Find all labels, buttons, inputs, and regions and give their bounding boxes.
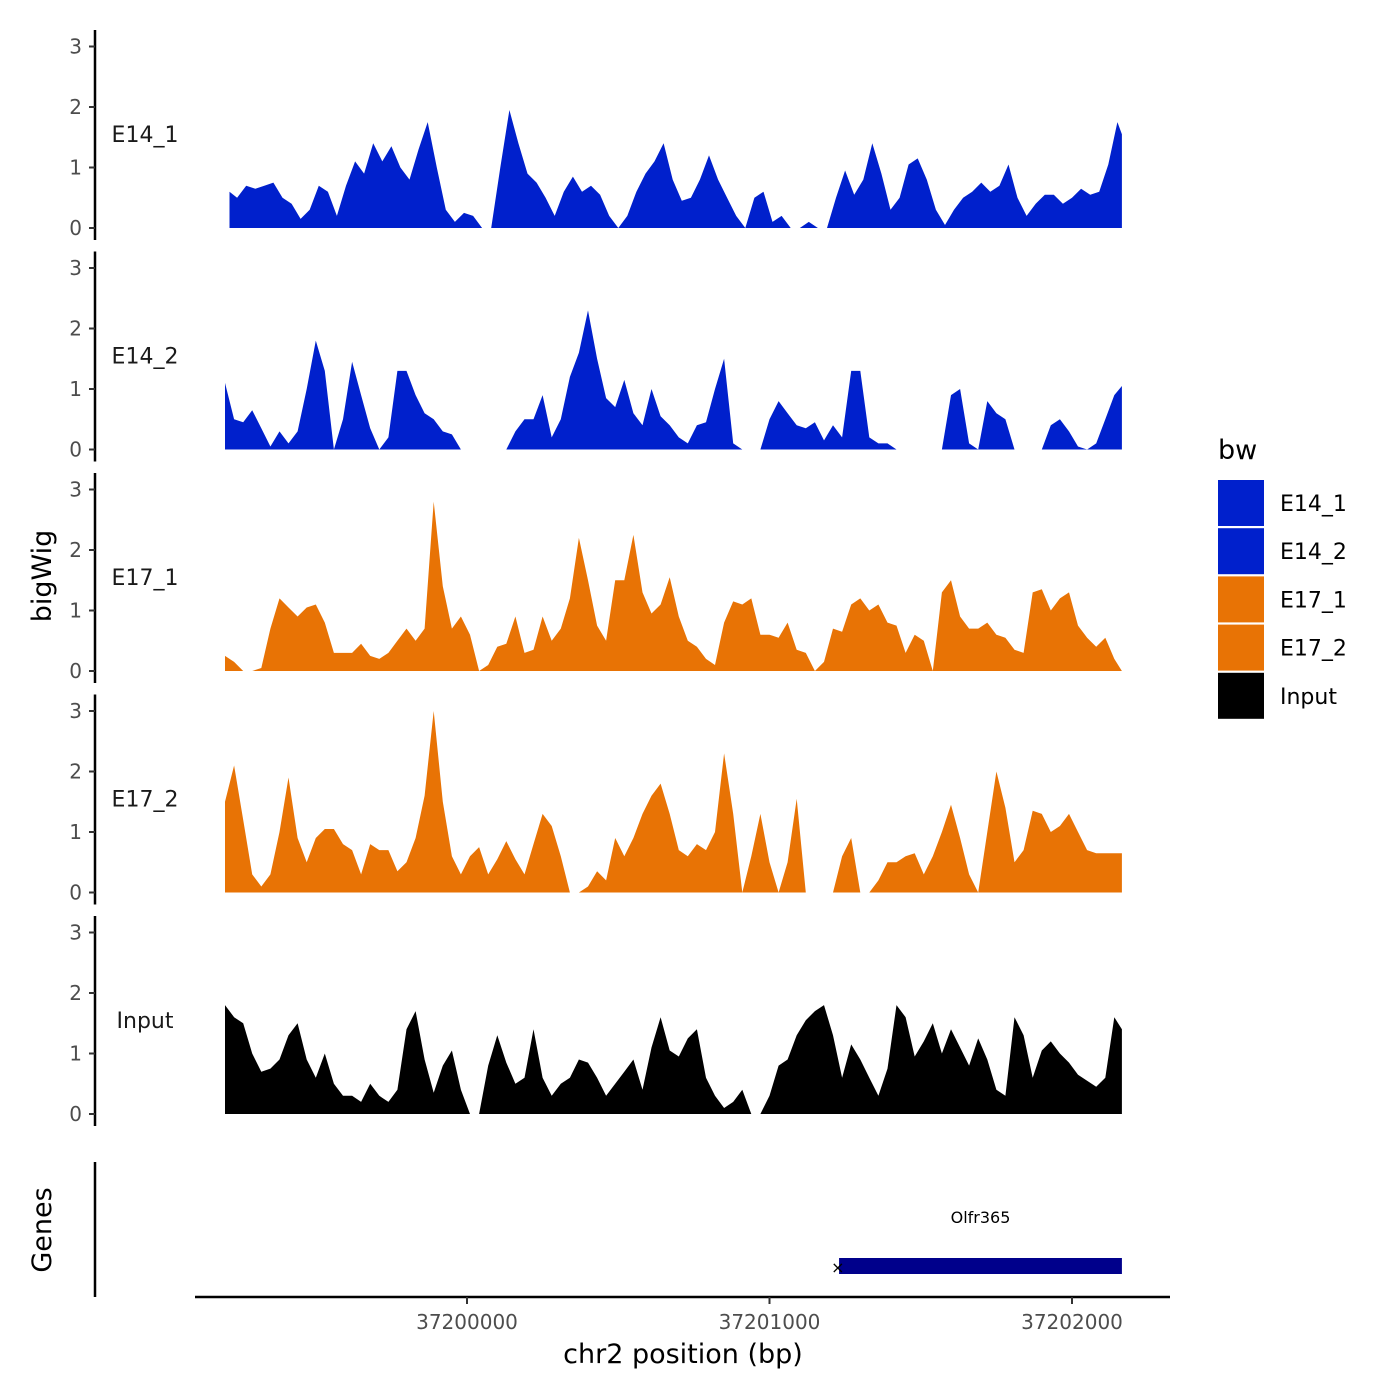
y-tick-label: 0 (69, 659, 82, 683)
legend-title: bw (1218, 435, 1257, 466)
y-tick-label: 1 (69, 820, 82, 844)
gene-strand-marker: × (831, 1258, 844, 1277)
legend-label: E17_1 (1280, 588, 1347, 613)
y-tick-label: 3 (69, 35, 82, 59)
track-label: Input (117, 1009, 174, 1034)
x-tick-label: 37202000 (1021, 1310, 1123, 1334)
track-label: E17_2 (112, 788, 179, 813)
legend-swatch (1218, 624, 1264, 671)
track-E17_2: 0 1 2 3 E17_2 (69, 694, 1122, 905)
legend-swatch (1218, 480, 1264, 526)
y-tick-label: 1 (69, 377, 82, 401)
signal-area-E17_1 (225, 501, 1122, 671)
x-axis: 37200000 37201000 37202000 chr2 position (… (195, 1295, 1170, 1370)
track-Input: 0 1 2 3 Input (69, 916, 1122, 1126)
track-E14_2: 0 1 2 3 E14_2 (69, 251, 1122, 462)
y-tick-label: 1 (69, 599, 82, 623)
track-label: E14_2 (112, 345, 179, 370)
track-label: E14_1 (112, 123, 179, 148)
gene-label: Olfr365 (951, 1208, 1011, 1227)
y-tick-label: 0 (69, 881, 82, 905)
y-tick-label: 3 (69, 478, 82, 502)
signal-area-E14_2 (225, 310, 1122, 450)
y-tick-label: 2 (69, 760, 82, 784)
legend-label: E17_2 (1280, 637, 1347, 662)
x-axis-title: chr2 position (bp) (563, 1339, 803, 1370)
legend-label: E14_1 (1280, 492, 1347, 517)
legend-label: E14_2 (1280, 540, 1347, 565)
genes-axis-title: Genes (27, 1187, 58, 1272)
x-tick-label: 37201000 (719, 1310, 821, 1334)
gene-marks: × Olfr365 (831, 1208, 1122, 1277)
y-tick-label: 1 (69, 156, 82, 180)
track-E17_1: 0 1 2 3 E17_1 (69, 473, 1122, 683)
signal-area-Input (225, 1005, 1122, 1114)
y-tick-label: 0 (69, 438, 82, 462)
legend-swatch (1218, 528, 1264, 575)
y-tick-label: 1 (69, 1042, 82, 1066)
y-tick-label: 0 (69, 1102, 82, 1126)
legend: bw E14_1 E14_2 E17_1 E17_2 Input (1218, 435, 1347, 719)
legend-swatch (1218, 672, 1264, 719)
track-E14_1: 0 1 2 3 E14_1 (69, 30, 1122, 240)
track-label: E17_1 (112, 566, 179, 591)
signal-area-E17_2 (225, 711, 1122, 893)
y-axis-title: bigWig (27, 530, 58, 623)
y-tick-label: 0 (69, 216, 82, 240)
y-tick-label: 3 (69, 699, 82, 723)
legend-label: Input (1280, 685, 1337, 710)
signal-area-E14_1 (229, 110, 1122, 228)
y-tick-label: 2 (69, 981, 82, 1005)
legend-swatch (1218, 576, 1264, 623)
y-tick-label: 3 (69, 921, 82, 945)
y-tick-label: 2 (69, 317, 82, 341)
x-tick-label: 37200000 (416, 1310, 518, 1334)
gene-body (839, 1258, 1122, 1274)
y-tick-label: 2 (69, 95, 82, 119)
genes-panel: Genes × Olfr365 (27, 1162, 1122, 1297)
y-tick-label: 2 (69, 538, 82, 562)
signal-tracks: 0 1 2 3 E14_1 0 1 2 3 E14_2 0 1 2 3 E17_1 0 1 2 3 E17_2 0 1 2 3… (69, 30, 1122, 1126)
y-tick-label: 3 (69, 256, 82, 280)
